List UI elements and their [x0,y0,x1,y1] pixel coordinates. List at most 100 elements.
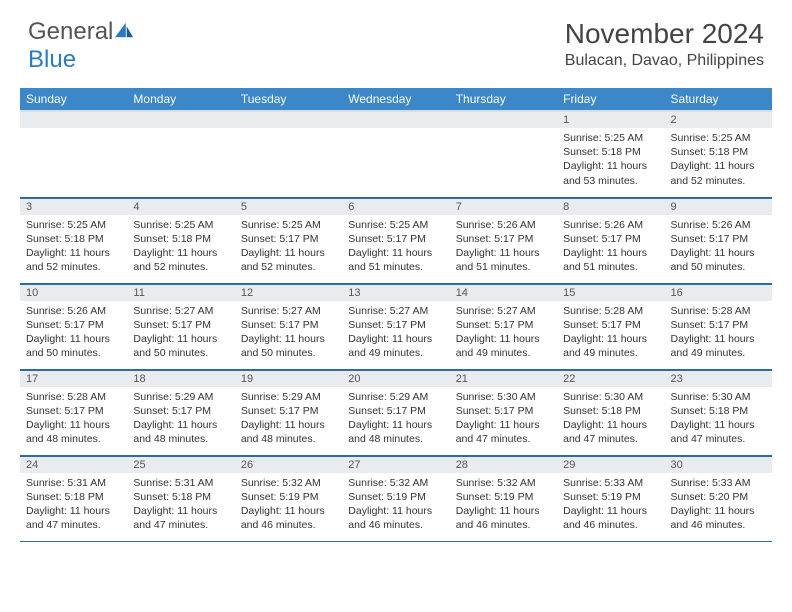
sunrise-text: Sunrise: 5:33 AM [671,476,766,490]
day-number: 16 [665,284,772,301]
sunset-text: Sunset: 5:17 PM [241,232,336,246]
calendar-cell: 23Sunrise: 5:30 AMSunset: 5:18 PMDayligh… [665,369,772,455]
sunset-text: Sunset: 5:17 PM [348,232,443,246]
day-details: Sunrise: 5:33 AMSunset: 5:20 PMDaylight:… [665,473,772,539]
calendar-cell: 12Sunrise: 5:27 AMSunset: 5:17 PMDayligh… [235,283,342,369]
day-details: Sunrise: 5:26 AMSunset: 5:17 PMDaylight:… [557,215,664,281]
daylight-text: Daylight: 11 hours and 46 minutes. [671,504,766,532]
sunset-text: Sunset: 5:17 PM [456,232,551,246]
sunset-text: Sunset: 5:17 PM [133,318,228,332]
calendar-cell [127,111,234,197]
weekday-header: Friday [557,88,664,111]
logo-text-2: Blue [28,46,76,73]
daylight-text: Daylight: 11 hours and 51 minutes. [456,246,551,274]
sunset-text: Sunset: 5:17 PM [563,318,658,332]
daylight-text: Daylight: 11 hours and 48 minutes. [241,418,336,446]
sunrise-text: Sunrise: 5:27 AM [133,304,228,318]
daylight-text: Daylight: 11 hours and 49 minutes. [456,332,551,360]
weekday-header: Tuesday [235,88,342,111]
day-number: 14 [450,284,557,301]
daylight-text: Daylight: 11 hours and 48 minutes. [26,418,121,446]
calendar-table: SundayMondayTuesdayWednesdayThursdayFrid… [20,88,772,542]
day-number: 17 [20,370,127,387]
sunset-text: Sunset: 5:17 PM [348,404,443,418]
sunrise-text: Sunrise: 5:32 AM [348,476,443,490]
day-details: Sunrise: 5:30 AMSunset: 5:17 PMDaylight:… [450,387,557,453]
sunrise-text: Sunrise: 5:25 AM [241,218,336,232]
day-number: 3 [20,198,127,215]
daylight-text: Daylight: 11 hours and 49 minutes. [348,332,443,360]
day-details: Sunrise: 5:26 AMSunset: 5:17 PMDaylight:… [20,301,127,367]
daylight-text: Daylight: 11 hours and 46 minutes. [241,504,336,532]
sunset-text: Sunset: 5:18 PM [563,404,658,418]
daylight-text: Daylight: 11 hours and 48 minutes. [133,418,228,446]
daylight-text: Daylight: 11 hours and 50 minutes. [671,246,766,274]
sunrise-text: Sunrise: 5:33 AM [563,476,658,490]
daylight-text: Daylight: 11 hours and 52 minutes. [671,159,766,187]
calendar-cell: 26Sunrise: 5:32 AMSunset: 5:19 PMDayligh… [235,455,342,541]
day-details: Sunrise: 5:25 AMSunset: 5:18 PMDaylight:… [127,215,234,281]
calendar-row: 3Sunrise: 5:25 AMSunset: 5:18 PMDaylight… [20,197,772,283]
daylight-text: Daylight: 11 hours and 50 minutes. [133,332,228,360]
calendar-cell: 11 Sunrise: 5:27 AMSunset: 5:17 PMDayligh… [127,283,234,369]
sunset-text: Sunset: 5:19 PM [348,490,443,504]
calendar-cell: 4Sunrise: 5:25 AMSunset: 5:18 PMDaylight… [127,197,234,283]
sunset-text: Sunset: 5:17 PM [241,318,336,332]
day-number: 28 [450,456,557,473]
calendar-cell: 22Sunrise: 5:30 AMSunset: 5:18 PMDayligh… [557,369,664,455]
day-details: Sunrise: 5:25 AMSunset: 5:17 PMDaylight:… [235,215,342,281]
day-details: Sunrise: 5:25 AMSunset: 5:18 PMDaylight:… [665,128,772,194]
logo-text: General Blue [28,18,135,74]
empty-day [235,112,342,128]
day-number: 11 [127,284,234,301]
sunrise-text: Sunrise: 5:25 AM [133,218,228,232]
day-details: Sunrise: 5:33 AMSunset: 5:19 PMDaylight:… [557,473,664,539]
sunrise-text: Sunrise: 5:25 AM [348,218,443,232]
day-number: 1 [557,112,664,128]
sunrise-text: Sunrise: 5:25 AM [26,218,121,232]
day-number: 22 [557,370,664,387]
daylight-text: Daylight: 11 hours and 51 minutes. [348,246,443,274]
calendar-cell: 9Sunrise: 5:26 AMSunset: 5:17 PMDaylight… [665,197,772,283]
sunrise-text: Sunrise: 5:27 AM [456,304,551,318]
sunrise-text: Sunrise: 5:31 AM [26,476,121,490]
calendar-cell: 30Sunrise: 5:33 AMSunset: 5:20 PMDayligh… [665,455,772,541]
sunset-text: Sunset: 5:17 PM [26,404,121,418]
calendar-cell: 2Sunrise: 5:25 AMSunset: 5:18 PMDaylight… [665,111,772,197]
weekday-header: Saturday [665,88,772,111]
day-details: Sunrise: 5:27 AMSunset: 5:17 PMDaylight:… [235,301,342,367]
day-number: 7 [450,198,557,215]
day-details: Sunrise: 5:29 AMSunset: 5:17 PMDaylight:… [235,387,342,453]
day-number: 9 [665,198,772,215]
daylight-text: Daylight: 11 hours and 47 minutes. [133,504,228,532]
logo-sail-icon [113,21,135,39]
day-details: Sunrise: 5:29 AMSunset: 5:17 PMDaylight:… [127,387,234,453]
calendar-cell: 10Sunrise: 5:26 AMSunset: 5:17 PMDayligh… [20,283,127,369]
day-number: 8 [557,198,664,215]
daylight-text: Daylight: 11 hours and 53 minutes. [563,159,658,187]
sunrise-text: Sunrise: 5:27 AM [348,304,443,318]
sunset-text: Sunset: 5:18 PM [133,490,228,504]
daylight-text: Daylight: 11 hours and 47 minutes. [671,418,766,446]
weekday-header: Monday [127,88,234,111]
day-number: 21 [450,370,557,387]
daylight-text: Daylight: 11 hours and 47 minutes. [26,504,121,532]
calendar-row: 24Sunrise: 5:31 AMSunset: 5:18 PMDayligh… [20,455,772,541]
sunrise-text: Sunrise: 5:29 AM [133,390,228,404]
day-details: Sunrise: 5:31 AMSunset: 5:18 PMDaylight:… [127,473,234,539]
day-details: Sunrise: 5:25 AMSunset: 5:18 PMDaylight:… [20,215,127,281]
day-number: 4 [127,198,234,215]
sunrise-text: Sunrise: 5:27 AM [241,304,336,318]
daylight-text: Daylight: 11 hours and 46 minutes. [456,504,551,532]
day-details: Sunrise: 5:32 AMSunset: 5:19 PMDaylight:… [342,473,449,539]
sunrise-text: Sunrise: 5:32 AM [241,476,336,490]
day-details: Sunrise: 5:32 AMSunset: 5:19 PMDaylight:… [450,473,557,539]
title-block: November 2024 Bulacan, Davao, Philippine… [565,18,764,70]
sunrise-text: Sunrise: 5:30 AM [456,390,551,404]
daylight-text: Daylight: 11 hours and 50 minutes. [26,332,121,360]
day-details: Sunrise: 5:26 AMSunset: 5:17 PMDaylight:… [450,215,557,281]
day-details: Sunrise: 5:28 AMSunset: 5:17 PMDaylight:… [557,301,664,367]
calendar-cell [342,111,449,197]
month-title: November 2024 [565,18,764,50]
day-number: 12 [235,284,342,301]
